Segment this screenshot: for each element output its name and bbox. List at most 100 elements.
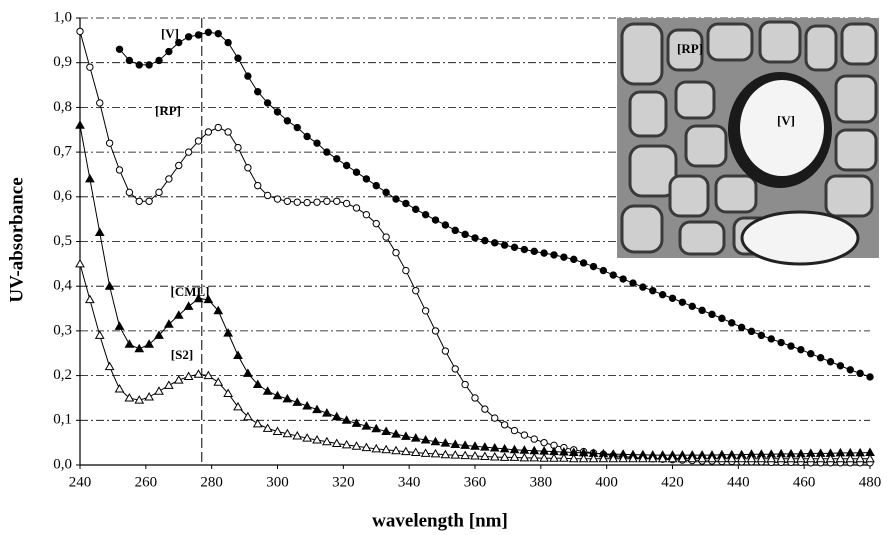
marker — [510, 243, 519, 252]
marker — [86, 63, 94, 71]
marker — [303, 198, 311, 207]
marker — [165, 47, 173, 56]
marker — [579, 259, 588, 267]
y-tick-label: 0,8 — [53, 99, 72, 115]
marker — [578, 453, 589, 463]
marker — [204, 128, 213, 136]
marker — [351, 441, 362, 450]
marker — [796, 453, 806, 463]
marker — [649, 286, 657, 295]
marker — [489, 443, 500, 452]
marker — [213, 377, 224, 386]
marker — [588, 453, 599, 463]
marker — [203, 294, 214, 304]
marker — [687, 453, 698, 463]
marker — [460, 440, 470, 449]
marker — [372, 219, 380, 228]
marker — [500, 421, 509, 429]
marker — [480, 442, 490, 451]
marker — [609, 271, 617, 279]
y-tick-label: 0,1 — [53, 412, 72, 428]
marker — [282, 393, 293, 403]
marker — [105, 139, 114, 147]
marker — [520, 245, 529, 254]
marker — [381, 426, 391, 435]
marker — [451, 226, 459, 235]
marker — [658, 290, 667, 299]
marker — [312, 434, 322, 444]
marker — [371, 423, 382, 433]
marker — [450, 439, 461, 448]
marker — [539, 453, 549, 462]
marker — [815, 453, 826, 463]
marker — [371, 443, 382, 453]
marker — [124, 392, 135, 402]
series-label: [CML] — [171, 284, 210, 299]
marker — [471, 394, 479, 402]
y-tick-label: 0,7 — [53, 144, 72, 160]
marker — [135, 197, 143, 205]
marker — [252, 379, 263, 389]
marker — [726, 453, 737, 463]
marker — [223, 328, 233, 337]
marker — [549, 453, 559, 462]
marker — [402, 199, 410, 208]
marker — [303, 132, 311, 141]
marker — [450, 450, 461, 459]
marker — [766, 453, 777, 463]
marker — [401, 446, 411, 456]
marker — [777, 338, 785, 347]
marker — [707, 453, 717, 463]
marker — [589, 262, 598, 271]
marker — [757, 331, 766, 340]
marker — [254, 88, 262, 96]
x-tick-label: 320 — [332, 474, 355, 490]
marker — [499, 443, 510, 453]
marker — [213, 305, 224, 315]
marker — [272, 390, 283, 400]
marker — [509, 452, 520, 461]
marker — [471, 234, 479, 242]
marker — [392, 195, 400, 203]
marker — [619, 275, 627, 283]
marker — [430, 436, 441, 446]
marker — [618, 453, 628, 463]
marker — [402, 266, 410, 275]
marker — [244, 72, 252, 80]
marker — [283, 197, 292, 205]
marker — [470, 451, 480, 460]
marker — [145, 197, 153, 205]
marker — [234, 54, 242, 62]
marker — [362, 175, 371, 183]
marker — [678, 298, 687, 306]
marker — [361, 442, 372, 452]
marker — [254, 181, 262, 190]
marker — [154, 330, 164, 339]
marker — [243, 411, 253, 421]
marker — [598, 453, 609, 463]
x-tick-label: 480 — [859, 474, 882, 490]
marker — [114, 384, 125, 393]
marker — [313, 198, 321, 206]
marker — [322, 408, 332, 417]
marker — [865, 453, 875, 463]
marker — [145, 61, 153, 69]
marker — [164, 380, 174, 389]
marker — [805, 453, 816, 463]
marker — [272, 426, 283, 435]
y-tick-label: 0,4 — [53, 278, 72, 294]
marker — [214, 29, 222, 38]
marker — [193, 369, 204, 378]
marker — [410, 433, 421, 442]
marker — [697, 453, 707, 463]
marker — [481, 236, 489, 245]
marker — [559, 453, 569, 462]
marker — [164, 319, 174, 328]
marker — [560, 253, 568, 261]
series-label: [V] — [161, 26, 179, 41]
marker — [441, 347, 450, 355]
marker — [352, 168, 361, 176]
marker — [75, 120, 85, 129]
marker — [85, 294, 95, 304]
marker — [342, 161, 351, 170]
